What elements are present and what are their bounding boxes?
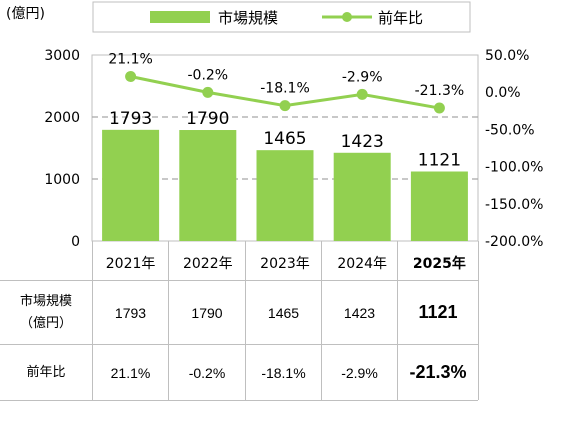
table-cell: 21.1%: [110, 364, 151, 381]
yoy-point: [356, 88, 368, 100]
table-cell-highlight: 1121: [418, 302, 458, 322]
bar-value-label: 1790: [186, 109, 229, 129]
table-cell: 1423: [343, 304, 376, 321]
row-header-market-size-line1: 市場規模: [19, 293, 72, 309]
legend-line-marker: [342, 12, 352, 22]
y-left-tick-label: 3000: [44, 48, 80, 64]
legend-bar-label: 市場規模: [218, 9, 278, 27]
row-header-yoy: 前年比: [26, 364, 66, 380]
market-size-chart: 0 1000 2000 3000 50.0% 0.0% -50.0% -100.0% -150.…: [6, 1, 543, 272]
table-cell: 1790: [191, 304, 223, 321]
y-right-tick-label: 0.0%: [485, 85, 521, 101]
legend-line-label: 前年比: [378, 9, 423, 27]
bar: [256, 150, 314, 241]
yoy-point: [433, 102, 445, 114]
table-cell-highlight: -21.3%: [409, 362, 467, 382]
yoy-point: [279, 100, 291, 112]
bar-value-label: 1121: [418, 150, 461, 170]
row-header-market-size-line2: （億円）: [19, 315, 72, 331]
x-tick-label: 2024年: [337, 256, 387, 272]
row-header-market-size: 市場規模 （億円）: [0, 281, 92, 344]
x-tick-label: 2021年: [106, 256, 156, 272]
bar: [333, 152, 391, 241]
y-left-tick-label: 2000: [44, 110, 80, 126]
yoy-value-label: -0.2%: [187, 67, 228, 83]
bar: [410, 171, 468, 241]
y-left-tick-label: 0: [71, 234, 80, 250]
bar-value-label: 1465: [263, 129, 306, 149]
y-right-tick-label: -200.0%: [485, 234, 543, 250]
bar-value-label: 1423: [341, 132, 384, 152]
bar: [102, 129, 160, 241]
bar: [179, 130, 237, 241]
table-cell: -18.1%: [261, 364, 306, 381]
yoy-point: [202, 86, 214, 98]
y-right-tick-label: 50.0%: [485, 48, 529, 64]
table-cell: 1465: [267, 304, 300, 321]
yoy-value-label: -18.1%: [260, 81, 310, 97]
table-cell: 1793: [114, 304, 147, 321]
y-right-tick-label: -100.0%: [485, 160, 543, 176]
yoy-point: [125, 71, 137, 83]
y-right-tick-label: -150.0%: [485, 197, 543, 213]
table-cell: -0.2%: [188, 364, 226, 381]
y-left-tick-label: 1000: [44, 172, 80, 188]
legend-bar-swatch: [150, 11, 210, 23]
x-tick-label: 2025年: [413, 255, 466, 272]
yoy-value-label: -2.9%: [342, 69, 383, 85]
x-tick-label: 2023年: [260, 256, 310, 272]
x-tick-label: 2022年: [183, 256, 233, 272]
y-axis-unit-label: (億円): [6, 6, 45, 22]
yoy-value-label: 21.1%: [108, 52, 152, 68]
bar-value-label: 1793: [109, 109, 152, 129]
yoy-value-label: -21.3%: [415, 83, 465, 99]
y-right-tick-label: -50.0%: [485, 122, 535, 138]
table-cell: -2.9%: [341, 364, 378, 381]
